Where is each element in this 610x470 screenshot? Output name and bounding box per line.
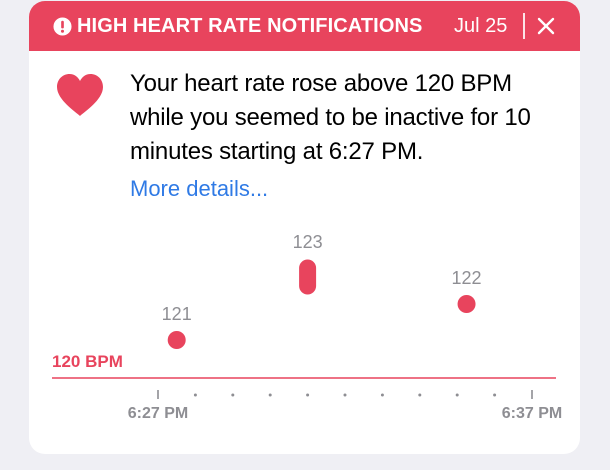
x-tick-dot bbox=[418, 393, 422, 397]
heart-rate-chart: 120 BPM 6:27 PM 6:37 PM 121 123 122 bbox=[52, 232, 562, 422]
data-label: 122 bbox=[452, 268, 482, 288]
x-tick-dot bbox=[306, 393, 310, 397]
close-icon[interactable] bbox=[537, 17, 555, 35]
notification-card: HIGH HEART RATE NOTIFICATIONS Jul 25 You… bbox=[29, 1, 580, 454]
header-divider bbox=[523, 13, 525, 39]
x-tick-dot bbox=[231, 393, 235, 397]
notification-message: Your heart rate rose above 120 BPM while… bbox=[130, 70, 531, 165]
x-tick-dot bbox=[455, 393, 459, 397]
heart-icon bbox=[57, 74, 103, 116]
x-tick-label-end: 6:37 PM bbox=[502, 405, 562, 422]
x-tick-dot bbox=[380, 393, 384, 397]
x-tick-label-start: 6:27 PM bbox=[128, 405, 188, 422]
notification-header: HIGH HEART RATE NOTIFICATIONS Jul 25 bbox=[29, 1, 580, 51]
x-tick-dot bbox=[193, 393, 197, 397]
data-label: 123 bbox=[293, 232, 323, 252]
x-tick-dot bbox=[268, 393, 272, 397]
data-label: 121 bbox=[162, 304, 192, 324]
close-button[interactable] bbox=[534, 14, 558, 38]
data-point bbox=[167, 331, 186, 349]
x-tick-dot bbox=[343, 393, 347, 397]
data-range-bar bbox=[299, 259, 317, 295]
notification-title: HIGH HEART RATE NOTIFICATIONS bbox=[77, 15, 423, 37]
notification-date: Jul 25 bbox=[454, 15, 508, 37]
exclamation-circle-icon bbox=[53, 17, 72, 36]
threshold-label: 120 BPM bbox=[52, 352, 123, 371]
more-details-link[interactable]: More details... bbox=[130, 176, 269, 201]
x-tick-dot bbox=[493, 393, 497, 397]
data-point bbox=[457, 295, 476, 313]
